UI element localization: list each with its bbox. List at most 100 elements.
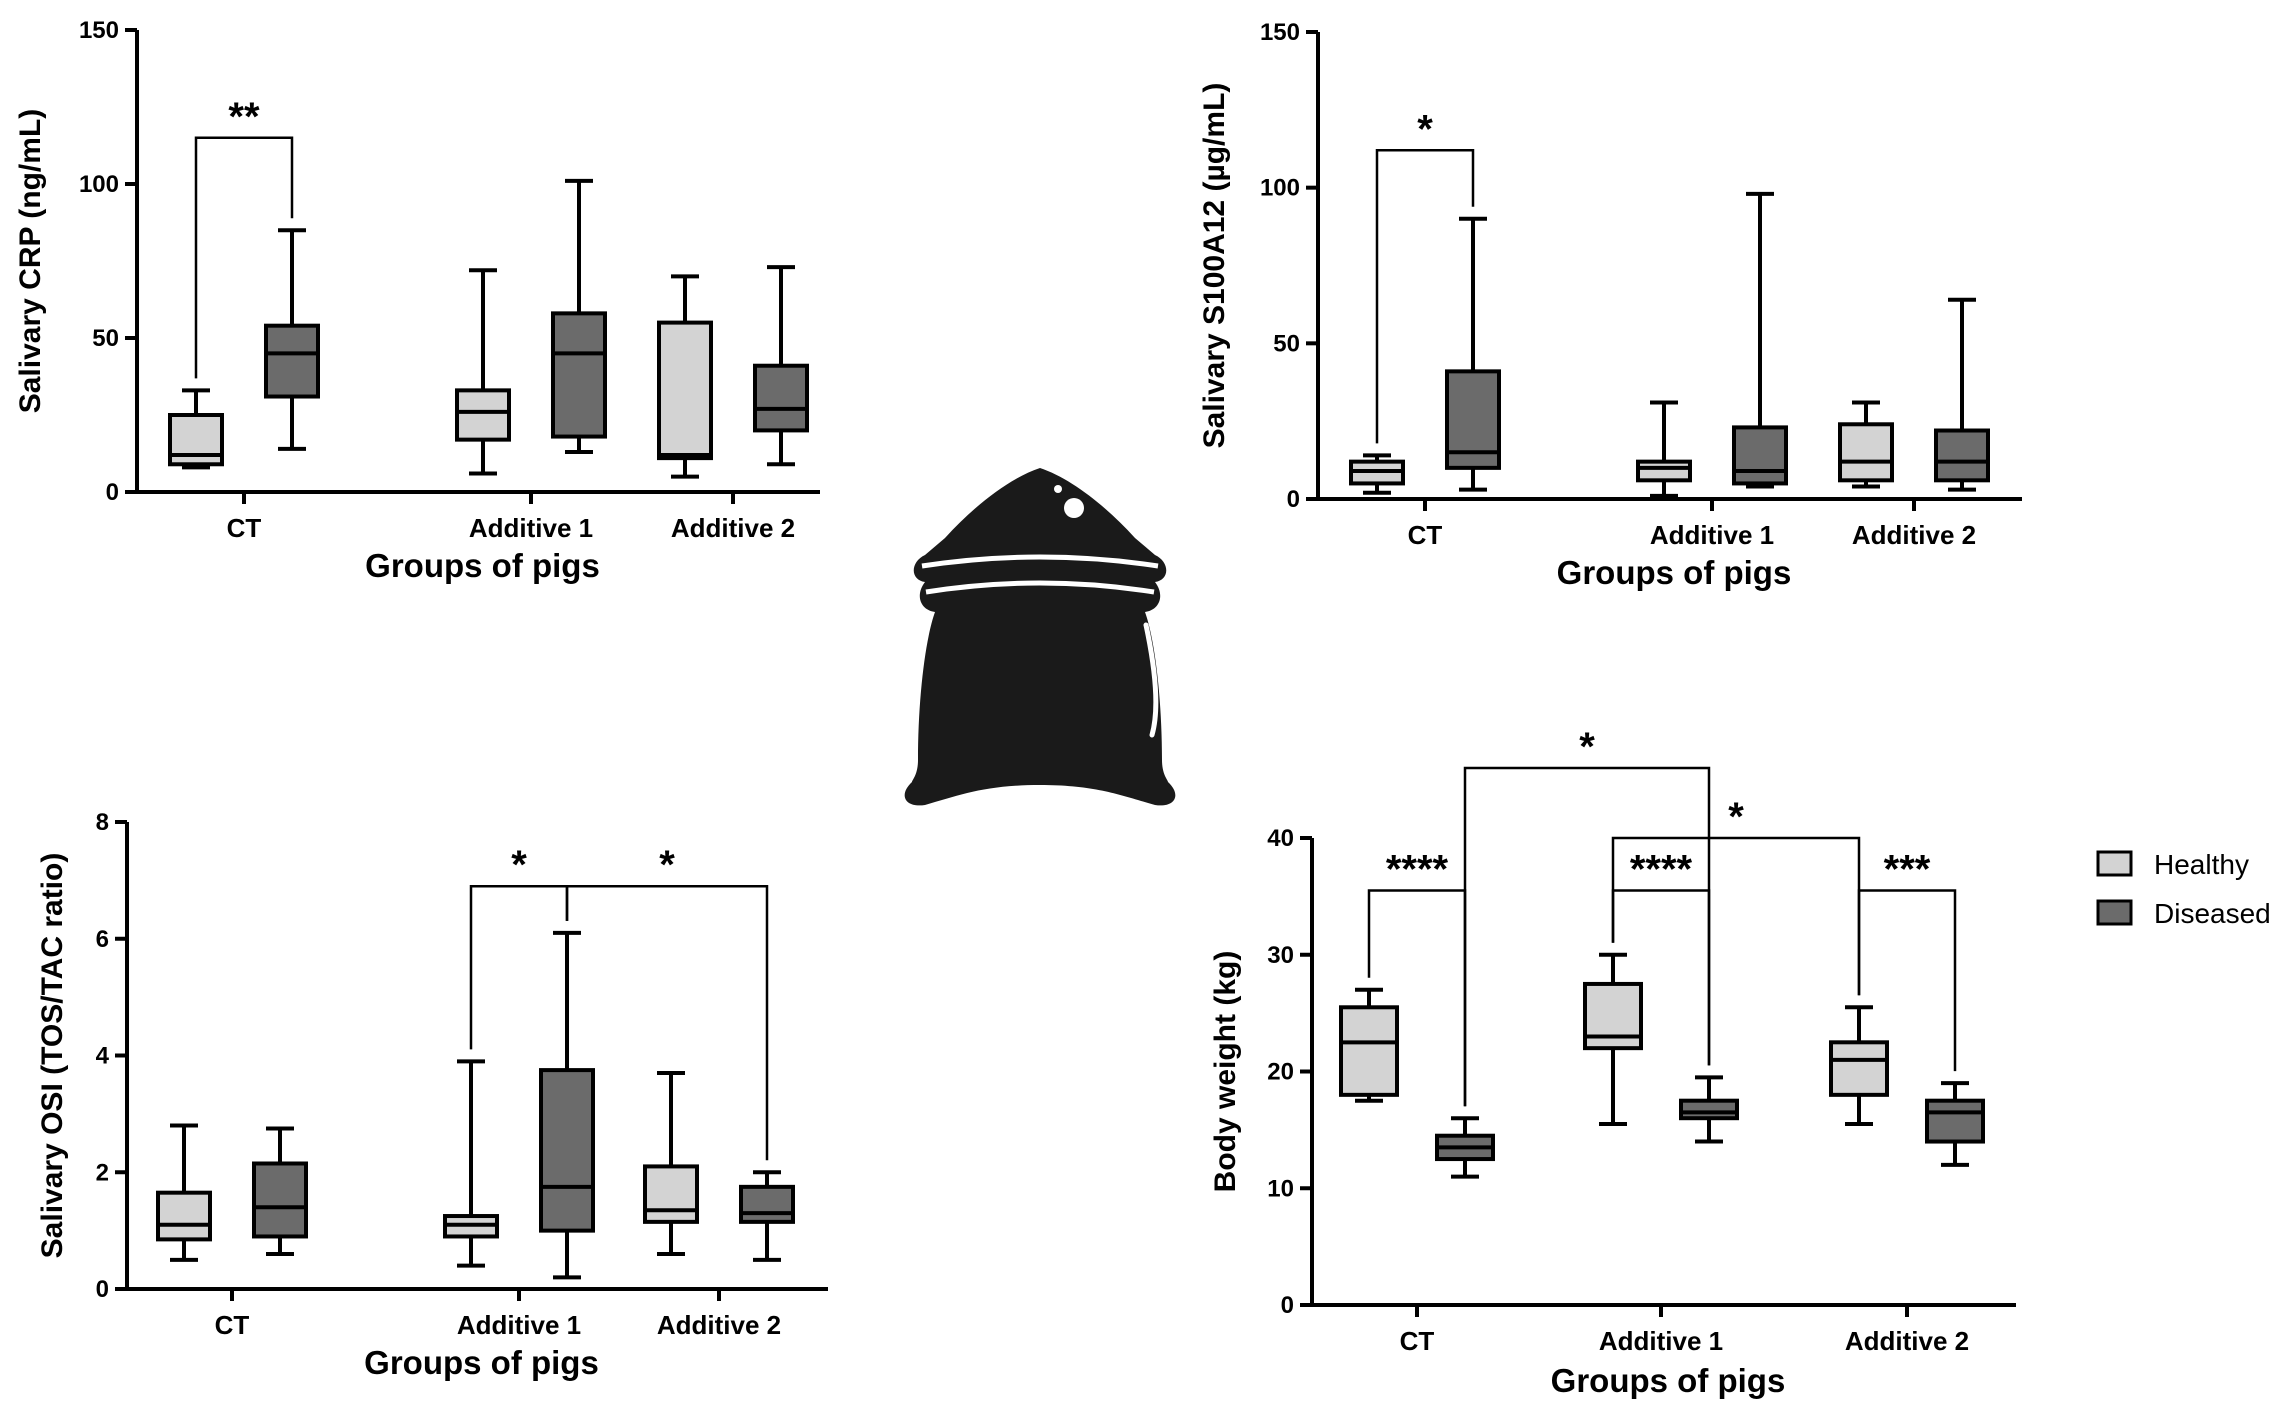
iqr-box bbox=[264, 323, 320, 399]
y-tick-label: 150 bbox=[1260, 19, 1300, 46]
box-healthy-ct bbox=[156, 1123, 212, 1262]
legend-swatch-healthy bbox=[2096, 850, 2133, 877]
y-tick-label: 10 bbox=[1267, 1175, 1294, 1202]
iqr-box bbox=[539, 1068, 595, 1233]
x-tick-label: CT bbox=[1400, 1326, 1435, 1356]
x-tick-label: Additive 2 bbox=[671, 513, 795, 543]
box-diseased-additive-2 bbox=[753, 265, 809, 467]
significance-label: * bbox=[511, 843, 527, 887]
iqr-box bbox=[156, 1190, 212, 1242]
box-diseased-ct bbox=[1445, 216, 1501, 492]
significance-label: *** bbox=[1884, 848, 1931, 892]
significance-label: * bbox=[659, 843, 675, 887]
chart-3: 0 2 4 6 8 CT Additive 1 Additive 2 Groups of pig… bbox=[36, 809, 828, 1381]
x-tick-label: CT bbox=[215, 1310, 250, 1340]
box-diseased-additive-1 bbox=[1679, 1075, 1739, 1144]
bracket-line bbox=[565, 884, 769, 1161]
y-tick-label: 100 bbox=[79, 171, 119, 198]
y-tick-label: 2 bbox=[96, 1159, 109, 1186]
box-diseased-additive-2 bbox=[739, 1170, 795, 1262]
x-axis-title: Groups of pigs bbox=[364, 1344, 599, 1381]
iqr-box bbox=[657, 320, 713, 461]
legend-swatch-diseased bbox=[2096, 899, 2133, 926]
y-tick-label: 30 bbox=[1267, 942, 1294, 969]
significance-bracket-5: * bbox=[1611, 795, 1861, 996]
y-tick-label: 8 bbox=[96, 809, 109, 836]
significance-bracket-2: * bbox=[565, 843, 769, 1161]
iqr-box bbox=[1829, 1040, 1889, 1097]
significance-ct-healthy-vs-diseased: * bbox=[1375, 107, 1475, 444]
box-healthy-ct bbox=[168, 388, 224, 470]
box-healthy-ct bbox=[1349, 453, 1405, 495]
bracket-line bbox=[1463, 766, 1711, 1107]
y-tick-label: 20 bbox=[1267, 1059, 1294, 1086]
y-tick-label: 100 bbox=[1260, 175, 1300, 202]
iqr-box bbox=[551, 311, 607, 439]
x-axis-title: Groups of pigs bbox=[1551, 1362, 1786, 1399]
x-tick-label: Additive 2 bbox=[657, 1310, 781, 1340]
y-axis-title: Salivary CRP (ng/mL) bbox=[14, 109, 47, 414]
iqr-box bbox=[1934, 428, 1990, 483]
box-diseased-ct bbox=[264, 228, 320, 451]
y-tick-label: 50 bbox=[92, 325, 119, 352]
box-healthy-additive-2 bbox=[1829, 1005, 1889, 1127]
box-healthy-additive-1 bbox=[455, 268, 511, 476]
box-diseased-additive-2 bbox=[1934, 297, 1990, 492]
significance-a2-healthy-vs-diseased: *** bbox=[1857, 848, 1957, 1072]
significance-bracket-4: * bbox=[1463, 725, 1711, 1107]
bracket-line bbox=[1375, 149, 1475, 444]
significance-a1-healthy-vs-diseased: * bbox=[469, 843, 569, 1050]
significance-ct-healthy-vs-diseased: ** bbox=[194, 95, 294, 379]
legend: Healthy Diseased bbox=[2096, 849, 2271, 929]
box-diseased-ct bbox=[1435, 1116, 1495, 1179]
legend-label-diseased: Diseased bbox=[2154, 898, 2271, 929]
box-diseased-additive-2 bbox=[1925, 1081, 1985, 1167]
iqr-box bbox=[1732, 425, 1788, 486]
box-healthy-additive-2 bbox=[643, 1071, 699, 1256]
iqr-box bbox=[1925, 1098, 1985, 1144]
x-tick-label: Additive 2 bbox=[1845, 1326, 1969, 1356]
box-diseased-ct bbox=[252, 1126, 308, 1256]
y-tick-label: 0 bbox=[1281, 1292, 1294, 1319]
box-healthy-additive-1 bbox=[1583, 952, 1643, 1127]
x-axis-title: Groups of pigs bbox=[1557, 554, 1792, 591]
iqr-box bbox=[1838, 422, 1894, 483]
x-tick-label: Additive 1 bbox=[1599, 1326, 1723, 1356]
y-tick-label: 0 bbox=[96, 1276, 109, 1303]
chart-2: 0 50 100 150 CT Additive 1 Additive 2 Groups of… bbox=[1198, 19, 2022, 591]
significance-label: * bbox=[1728, 795, 1744, 839]
box-healthy-additive-2 bbox=[1838, 400, 1894, 489]
y-axis-title: Body weight (kg) bbox=[1209, 951, 1242, 1193]
y-tick-label: 150 bbox=[79, 17, 119, 44]
bracket-line bbox=[469, 884, 569, 1050]
box-healthy-ct bbox=[1339, 987, 1399, 1103]
x-tick-label: CT bbox=[227, 513, 262, 543]
bracket-line bbox=[194, 136, 294, 379]
x-axis-title: Groups of pigs bbox=[365, 547, 600, 584]
box-healthy-additive-2 bbox=[657, 274, 713, 479]
iqr-box bbox=[455, 388, 511, 442]
iqr-box bbox=[739, 1184, 795, 1224]
x-tick-label: Additive 1 bbox=[1650, 520, 1774, 550]
iqr-box bbox=[643, 1164, 699, 1224]
x-tick-label: CT bbox=[1408, 520, 1443, 550]
x-tick-label: Additive 2 bbox=[1852, 520, 1976, 550]
y-tick-label: 6 bbox=[96, 926, 109, 953]
x-tick-label: Additive 1 bbox=[457, 1310, 581, 1340]
significance-label: **** bbox=[1630, 848, 1693, 892]
iqr-box bbox=[1636, 459, 1692, 483]
y-tick-label: 40 bbox=[1267, 825, 1294, 852]
bracket-line bbox=[1611, 836, 1861, 996]
y-tick-label: 0 bbox=[1287, 486, 1300, 513]
box-diseased-additive-1 bbox=[551, 178, 607, 454]
significance-label: **** bbox=[1386, 848, 1449, 892]
box-diseased-additive-1 bbox=[1732, 191, 1788, 489]
legend-label-healthy: Healthy bbox=[2154, 849, 2249, 880]
y-tick-label: 4 bbox=[96, 1043, 110, 1070]
iqr-box bbox=[1583, 981, 1643, 1051]
box-diseased-additive-1 bbox=[539, 930, 595, 1280]
iqr-box bbox=[753, 363, 809, 433]
box-healthy-additive-1 bbox=[443, 1059, 499, 1268]
y-tick-label: 50 bbox=[1273, 330, 1300, 357]
